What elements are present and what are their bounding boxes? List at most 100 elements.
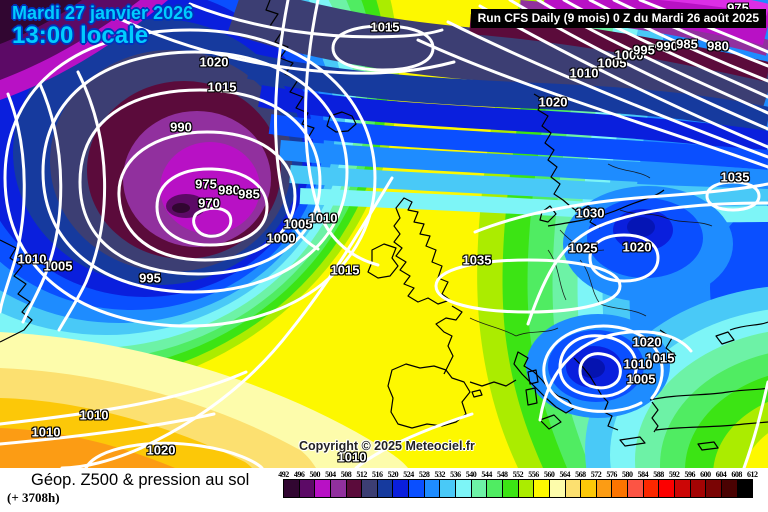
scale-swatch: [471, 480, 488, 497]
scale-swatch: [299, 480, 316, 497]
scale-swatch: [487, 480, 503, 497]
scale-swatch: [706, 480, 722, 497]
scale-swatch: [675, 480, 691, 497]
pressure-label: 1035: [720, 169, 750, 185]
scale-value: 604: [715, 470, 727, 479]
scale-value: 608: [731, 470, 742, 479]
scale-swatch: [737, 480, 753, 497]
scale-value: 512: [356, 470, 367, 479]
scale-swatch: [284, 480, 300, 497]
pressure-label: 1010: [31, 424, 61, 440]
scale-swatch: [346, 480, 363, 497]
pressure-label: 980: [707, 38, 729, 54]
pressure-label: 1025: [568, 240, 598, 256]
scale-swatch: [424, 480, 441, 497]
pressure-label: 985: [238, 186, 260, 202]
pressure-label: 1000: [266, 230, 296, 246]
scale-swatch: [549, 480, 566, 497]
pressure-label: 980: [218, 182, 240, 198]
pressure-label: 995: [633, 42, 655, 58]
scale-value: 588: [653, 470, 664, 479]
map-title: Géop. Z500 & pression au sol: [31, 471, 250, 489]
forecast-time-line: 13:00 locale: [12, 21, 149, 49]
pressure-label: 1020: [622, 239, 652, 255]
pressure-label: 970: [198, 195, 220, 211]
forecast-date-line: Mardi 27 janvier 2026: [12, 3, 194, 23]
scale-value: 576: [606, 470, 617, 479]
scale-value: 540: [465, 470, 477, 479]
scale-value: 520: [387, 470, 399, 479]
scale-value: 528: [418, 470, 430, 479]
scale-swatch: [565, 480, 582, 497]
forecast-date: Mardi 27 janvier 2026 13:00 locale: [12, 4, 193, 48]
scale-value: 584: [637, 470, 649, 479]
scale-value: 492: [278, 470, 289, 479]
scale-value: 560: [543, 470, 555, 479]
pressure-label: 975: [195, 176, 217, 192]
pressure-label: 995: [139, 270, 161, 286]
pressure-label: 1020: [199, 54, 229, 70]
scale-value: 496: [293, 470, 305, 479]
scale-swatch: [315, 480, 331, 497]
pressure-label: 1015: [330, 262, 360, 278]
pressure-label: 1005: [626, 371, 656, 387]
scale-swatch: [377, 480, 394, 497]
pressure-label: 1015: [370, 19, 400, 35]
scale-value: 552: [512, 470, 524, 479]
scale-value: 568: [575, 470, 586, 479]
forecast-offset: (+ 3708h): [7, 490, 60, 505]
map-graphic: [0, 0, 768, 468]
scale-value: 516: [372, 470, 383, 479]
scale-swatch: [534, 480, 550, 497]
color-scale-swatches: [283, 479, 753, 498]
color-scale: 492 496 500 504 508 512 516 520 524 528 532 536 540 5…: [276, 470, 760, 498]
pressure-label: 1010: [17, 251, 47, 267]
pressure-label: 990: [170, 119, 192, 135]
scale-swatch: [659, 480, 676, 497]
scale-swatch: [628, 480, 644, 497]
scale-value: 504: [325, 470, 336, 479]
pressure-label: 1000: [614, 47, 644, 63]
pressure-label: 1020: [632, 334, 662, 350]
scale-swatch: [643, 480, 660, 497]
scale-swatch: [456, 480, 472, 497]
pressure-label: 1010: [569, 65, 599, 81]
scale-swatch: [690, 480, 707, 497]
scale-value: 536: [450, 470, 461, 479]
pressure-label: 1010: [337, 449, 367, 465]
scale-swatch: [596, 480, 613, 497]
scale-swatch: [518, 480, 535, 497]
pressure-label: 1005: [43, 258, 73, 274]
scale-swatch: [721, 480, 738, 497]
scale-value: 532: [434, 470, 446, 479]
pressure-label: 1035: [462, 252, 492, 268]
scale-swatch: [502, 480, 519, 497]
scale-swatch: [362, 480, 378, 497]
scale-swatch: [612, 480, 629, 497]
scale-value: 600: [700, 470, 711, 479]
scale-value: 612: [747, 470, 758, 479]
scale-value: 580: [622, 470, 633, 479]
scale-swatch: [330, 480, 347, 497]
pressure-label: 1010: [79, 407, 109, 423]
copyright-text: Copyright © 2025 Meteociel.fr: [299, 439, 475, 453]
pressure-label: 1005: [597, 55, 627, 71]
pressure-label: 1015: [645, 350, 675, 366]
pressure-label: 1020: [146, 442, 176, 458]
scale-value: 596: [684, 470, 696, 479]
scale-value: 556: [528, 470, 539, 479]
scale-value: 544: [481, 470, 492, 479]
scale-value: 564: [559, 470, 571, 479]
scale-value: 500: [309, 470, 321, 479]
pressure-label: 1015: [207, 79, 237, 95]
pressure-label: 1030: [575, 205, 605, 221]
scale-value: 508: [340, 470, 352, 479]
scale-swatch: [440, 480, 457, 497]
weather-map: 1015 975 1020 1015 990 975 980 985 970 1005 1000 10…: [0, 0, 768, 468]
scale-swatch: [581, 480, 597, 497]
scale-value: 592: [668, 470, 680, 479]
scale-swatch: [393, 480, 410, 497]
scale-value: 524: [403, 470, 414, 479]
pressure-label: 1005: [283, 216, 313, 232]
